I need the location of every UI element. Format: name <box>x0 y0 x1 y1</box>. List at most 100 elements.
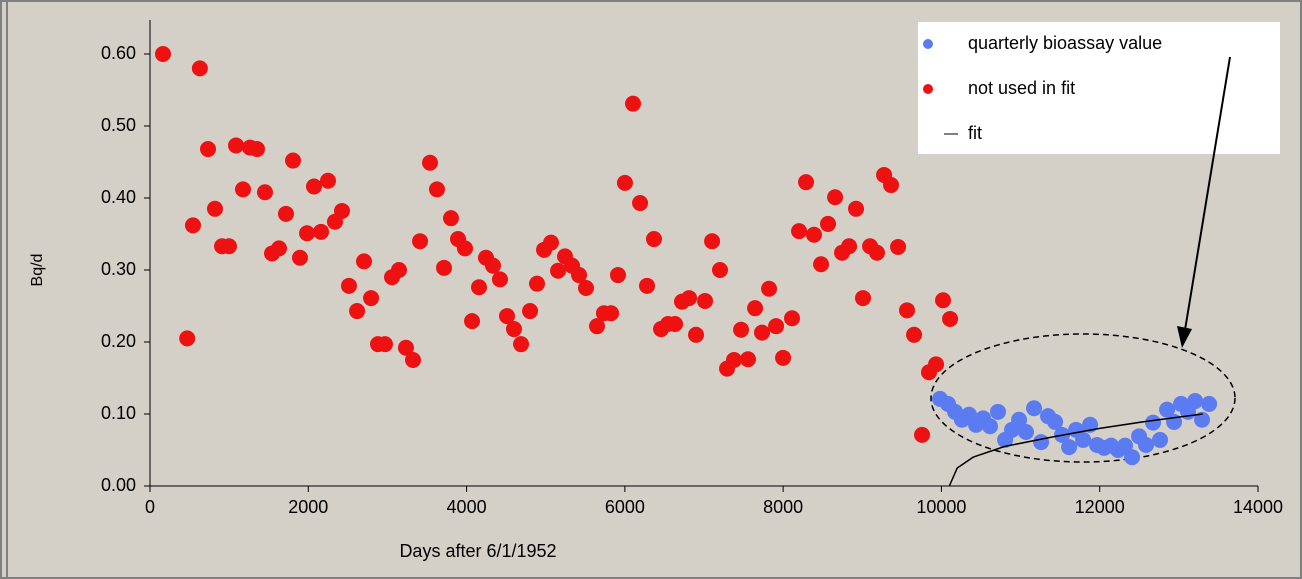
y-tick-label: 0.00 <box>101 475 136 495</box>
data-point <box>1033 434 1050 451</box>
data-point <box>428 181 445 198</box>
data-point <box>982 418 999 435</box>
data-point <box>625 95 642 112</box>
data-point <box>550 262 567 279</box>
data-point <box>754 324 771 341</box>
legend-label: quarterly bioassay value <box>968 33 1162 53</box>
data-point <box>890 238 907 255</box>
data-point <box>798 174 815 191</box>
data-point <box>571 267 588 284</box>
data-point <box>191 60 208 77</box>
data-point <box>397 339 414 356</box>
data-point <box>390 262 407 278</box>
data-point <box>491 271 508 288</box>
data-point <box>854 290 871 307</box>
data-point <box>349 303 366 320</box>
y-axis-label: Bq/d <box>29 254 46 287</box>
legend <box>918 22 1280 154</box>
data-point <box>256 184 273 201</box>
data-point <box>609 267 626 284</box>
data-point <box>813 256 830 273</box>
data-point <box>841 238 858 255</box>
data-point <box>1117 437 1134 454</box>
data-point <box>340 277 357 294</box>
x-tick-label: 0 <box>145 497 155 517</box>
data-point <box>1018 424 1035 440</box>
data-point <box>319 172 336 189</box>
data-point <box>206 200 223 217</box>
y-tick-label: 0.10 <box>101 403 136 423</box>
data-point <box>184 217 201 234</box>
data-point <box>1138 436 1155 453</box>
data-point <box>154 46 171 62</box>
data-point <box>1124 449 1141 466</box>
data-point <box>688 326 705 343</box>
x-tick-label: 8000 <box>763 497 803 517</box>
data-point <box>522 303 539 320</box>
data-point <box>639 277 656 294</box>
x-axis-label: Days after 6/1/1952 <box>399 541 556 561</box>
data-point <box>914 426 931 443</box>
highlight-ellipse <box>930 333 1236 463</box>
data-point <box>1201 395 1218 412</box>
data-point <box>1047 413 1064 430</box>
data-point <box>1026 400 1043 417</box>
data-point <box>1075 431 1092 448</box>
y-tick-label: 0.60 <box>101 43 136 63</box>
data-point <box>513 336 530 353</box>
data-point <box>632 195 649 212</box>
data-point <box>869 244 886 261</box>
data-point <box>899 302 916 319</box>
arrow <box>1184 56 1231 331</box>
data-point <box>485 257 502 274</box>
x-tick-label: 4000 <box>447 497 487 517</box>
data-point <box>529 275 546 292</box>
data-point <box>711 262 728 278</box>
data-point <box>928 356 945 373</box>
y-tick-label: 0.40 <box>101 187 136 207</box>
legend-swatch <box>923 39 933 49</box>
y-tick-label: 0.20 <box>101 331 136 351</box>
x-tick-label: 10000 <box>916 497 966 517</box>
data-point <box>412 233 429 250</box>
data-point <box>820 215 837 232</box>
data-point <box>1187 393 1204 410</box>
data-point <box>827 189 844 206</box>
data-point <box>1152 431 1169 448</box>
x-tick-label: 12000 <box>1075 497 1125 517</box>
data-point <box>761 280 778 297</box>
data-point <box>935 292 952 309</box>
data-point <box>616 174 633 191</box>
data-point <box>470 279 487 296</box>
data-point <box>305 178 322 195</box>
data-point <box>456 240 473 257</box>
data-point <box>228 137 245 154</box>
data-point <box>775 349 792 366</box>
data-point <box>271 240 288 257</box>
data-point <box>990 403 1007 420</box>
x-tick-label: 6000 <box>605 497 645 517</box>
data-point <box>499 308 516 325</box>
data-point <box>404 352 421 368</box>
data-point <box>442 210 459 227</box>
data-point <box>249 141 266 158</box>
plot <box>154 46 1218 487</box>
fit-line <box>948 413 1203 487</box>
legend-swatch <box>923 84 933 94</box>
data-point <box>1159 401 1176 418</box>
legend-label: fit <box>968 123 982 143</box>
data-point <box>356 253 373 270</box>
data-point <box>220 238 237 255</box>
data-point <box>277 205 294 222</box>
data-point <box>1061 439 1078 456</box>
data-point <box>1194 411 1211 428</box>
data-point <box>588 318 605 335</box>
data-point <box>848 200 865 217</box>
data-point <box>725 352 742 368</box>
arrow-head <box>1177 326 1192 348</box>
data-point <box>747 300 764 317</box>
data-point <box>313 223 330 240</box>
data-point <box>697 292 714 309</box>
